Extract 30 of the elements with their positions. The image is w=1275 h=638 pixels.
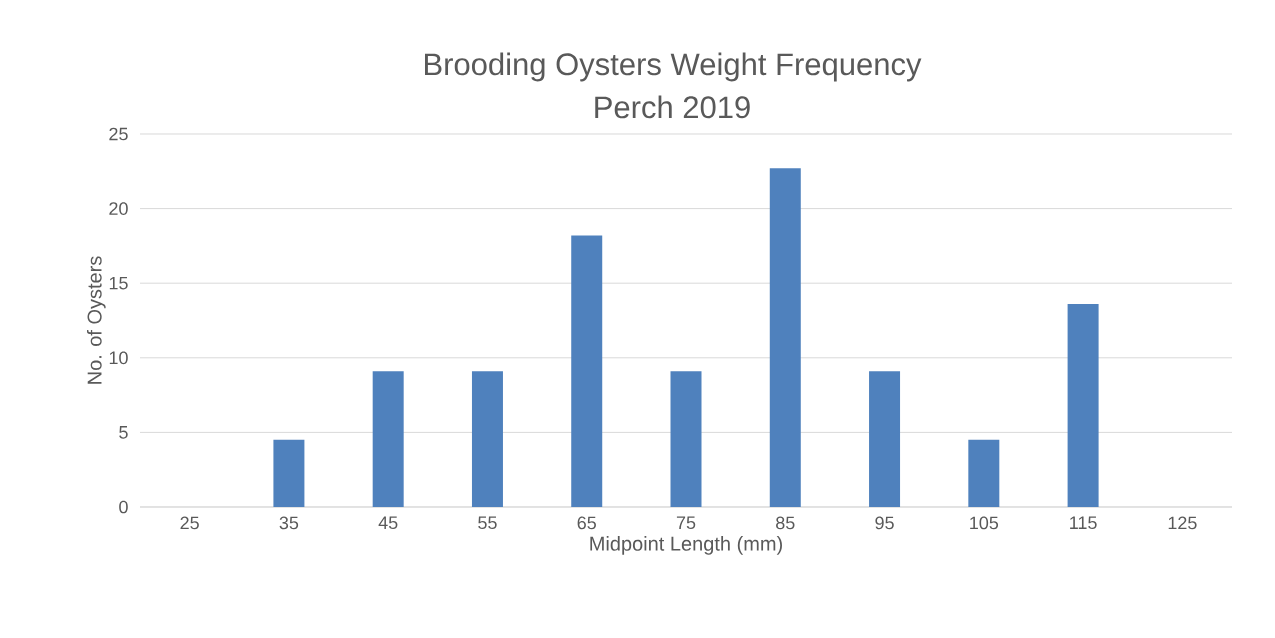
x-tick-label: 75 [676,516,696,530]
x-tick-label: 95 [875,516,894,530]
x-axis-title: Midpoint Length (mm) [590,536,782,555]
bar [273,439,305,507]
x-tick-label: 45 [378,516,398,530]
x-tick-label: 105 [970,516,999,530]
bar [769,168,801,507]
x-tick-label: 125 [1168,516,1197,530]
x-tick-label: 35 [279,516,299,530]
y-tick-label: 20 [109,202,128,215]
x-tick-label: 55 [478,516,497,530]
x-tick-label: 25 [180,516,199,530]
bar [372,371,404,507]
bar [869,371,901,507]
chart-title: Brooding Oysters Weight Frequency [425,52,922,82]
chart-subtitle: Perch 2019 [595,95,750,119]
x-tick-label: 85 [776,516,795,530]
bar [968,439,1000,507]
bar [471,371,503,507]
y-tick-label: 15 [109,276,128,290]
y-tick-label: 0 [119,500,128,514]
bar [571,235,603,507]
bar [670,371,702,507]
bar [1067,304,1099,507]
x-tick-label: 115 [1070,516,1097,530]
y-tick-label: 10 [109,351,128,365]
x-tick-label: 65 [577,516,596,530]
y-tick-label: 5 [119,426,128,439]
y-tick-label: 25 [109,127,128,141]
y-axis-title: No. of Oysters [87,256,106,384]
